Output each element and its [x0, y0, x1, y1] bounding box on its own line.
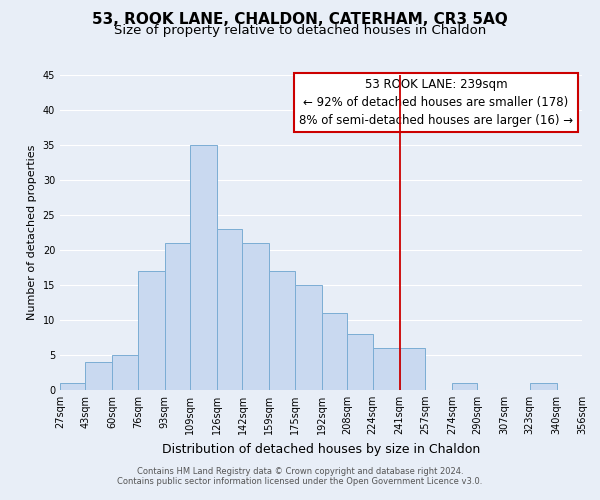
Bar: [85, 362, 112, 390]
X-axis label: Distribution of detached houses by size in Chaldon: Distribution of detached houses by size …: [162, 442, 480, 456]
Text: Size of property relative to detached houses in Chaldon: Size of property relative to detached ho…: [114, 24, 486, 37]
Bar: [190, 145, 217, 390]
Bar: [295, 285, 322, 390]
Text: Contains HM Land Registry data © Crown copyright and database right 2024.: Contains HM Land Registry data © Crown c…: [137, 467, 463, 476]
Bar: [242, 243, 269, 390]
Bar: [452, 383, 477, 390]
Bar: [112, 355, 138, 390]
Bar: [400, 348, 425, 390]
Bar: [165, 243, 190, 390]
Y-axis label: Number of detached properties: Number of detached properties: [27, 145, 37, 320]
Bar: [138, 271, 165, 390]
Text: 53 ROOK LANE: 239sqm
← 92% of detached houses are smaller (178)
8% of semi-detac: 53 ROOK LANE: 239sqm ← 92% of detached h…: [299, 78, 573, 127]
Bar: [373, 348, 400, 390]
Text: Contains public sector information licensed under the Open Government Licence v3: Contains public sector information licen…: [118, 477, 482, 486]
Text: 53, ROOK LANE, CHALDON, CATERHAM, CR3 5AQ: 53, ROOK LANE, CHALDON, CATERHAM, CR3 5A…: [92, 12, 508, 28]
Bar: [269, 271, 295, 390]
Bar: [217, 229, 242, 390]
Bar: [60, 383, 85, 390]
Bar: [322, 313, 347, 390]
Bar: [530, 383, 557, 390]
Bar: [347, 334, 373, 390]
